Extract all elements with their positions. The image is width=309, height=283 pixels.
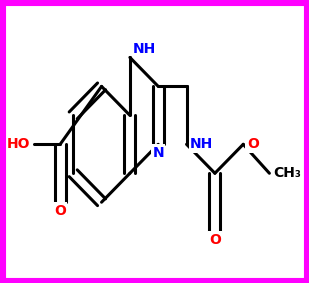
Text: NH: NH (190, 137, 214, 151)
Text: N: N (152, 146, 164, 160)
Text: HO: HO (7, 137, 30, 151)
Text: O: O (209, 233, 221, 246)
Text: NH: NH (133, 42, 156, 56)
Text: CH₃: CH₃ (273, 166, 301, 180)
Text: O: O (54, 203, 66, 218)
Text: O: O (54, 203, 66, 218)
Text: N: N (152, 146, 164, 160)
Text: CH₃: CH₃ (273, 166, 301, 180)
Text: O: O (247, 137, 259, 151)
Text: O: O (209, 233, 221, 246)
Text: HO: HO (7, 137, 30, 151)
Text: O: O (247, 137, 259, 151)
Text: NH: NH (133, 42, 156, 56)
Text: NH: NH (190, 137, 214, 151)
